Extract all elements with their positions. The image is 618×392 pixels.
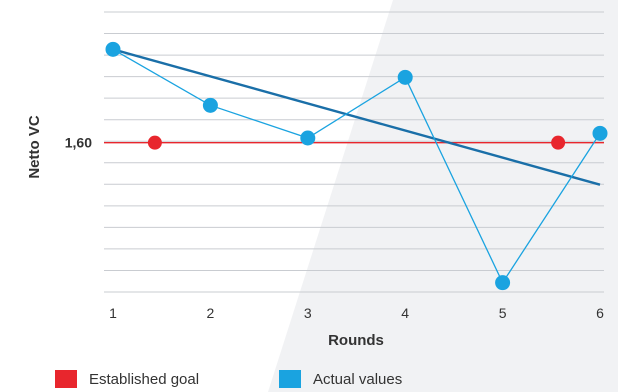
- actual-values-line: [112, 48, 601, 284]
- y-axis-ticks: 1,60: [65, 135, 92, 151]
- x-tick-label: 5: [499, 305, 507, 321]
- x-axis-title: Rounds: [328, 332, 384, 349]
- x-tick-label: 4: [401, 305, 409, 321]
- trendline: [112, 48, 601, 186]
- actual-value-point: [397, 69, 413, 85]
- background-shade: [268, 0, 618, 392]
- y-axis-title: Netto VC: [26, 115, 43, 179]
- legend-swatch-goal: [55, 370, 77, 388]
- series-layer: [104, 41, 608, 291]
- x-axis-ticks: 1 2 3 4 5 6: [109, 305, 604, 321]
- actual-value-point: [495, 275, 511, 291]
- y-tick-label: 1,60: [65, 135, 92, 151]
- actual-value-point: [300, 130, 316, 146]
- actual-value-point: [592, 125, 608, 141]
- grid: [104, 11, 604, 293]
- legend-swatch-actual: [279, 370, 301, 388]
- x-tick-label: 3: [304, 305, 312, 321]
- legend-label-actual: Actual values: [313, 370, 403, 388]
- x-tick-label: 1: [109, 305, 117, 321]
- x-tick-label: 6: [596, 305, 604, 321]
- actual-value-point: [202, 97, 218, 113]
- goal-point: [551, 135, 566, 150]
- goal-point: [147, 135, 162, 150]
- legend-item-actual: Actual values: [279, 368, 402, 390]
- legend-item-goal: Established goal: [55, 368, 199, 390]
- x-tick-label: 2: [207, 305, 215, 321]
- actual-value-point: [105, 41, 121, 57]
- legend-label-goal: Established goal: [89, 370, 200, 388]
